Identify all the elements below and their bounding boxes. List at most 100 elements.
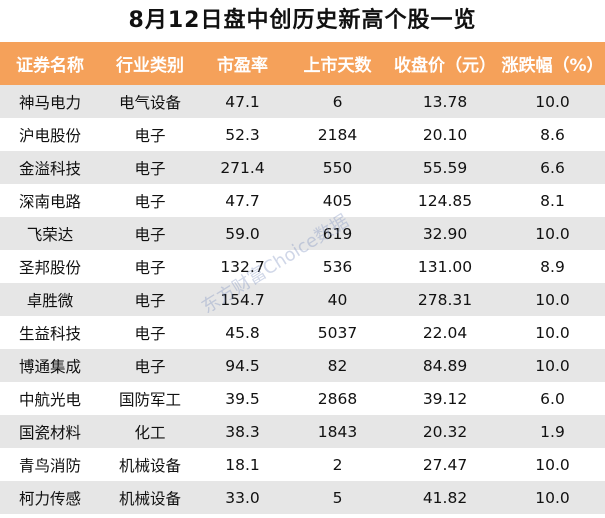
cell-close: 41.82 — [422, 488, 468, 507]
table-row: 卓胜微 电子 154.7 40 278.31 10.0 — [0, 283, 605, 316]
cell-change: 10.0 — [535, 455, 570, 474]
table-row: 沪电股份 电子 52.3 2184 20.10 8.6 — [0, 118, 605, 151]
cell-pe: 47.1 — [225, 92, 260, 111]
cell-days: 5037 — [317, 323, 358, 342]
cell-close: 278.31 — [417, 290, 473, 309]
cell-days: 619 — [322, 224, 353, 243]
table-body: 神马电力 电气设备 47.1 6 13.78 10.0 沪电股份 电子 52.3 2184 20.1… — [0, 85, 605, 514]
table-header-row: 证券名称 行业类别 市盈率 上市天数 收盘价（元） 涨跌幅（%） — [0, 42, 605, 85]
header-close: 收盘价（元） — [394, 56, 496, 76]
cell-name: 神马电力 — [18, 93, 81, 112]
table-row: 中航光电 国防军工 39.5 2868 39.12 6.0 — [0, 382, 605, 415]
cell-close: 39.12 — [422, 389, 468, 408]
cell-change: 10.0 — [535, 224, 570, 243]
header-change: 涨跌幅（%） — [501, 56, 604, 76]
header-days: 上市天数 — [303, 56, 372, 76]
header-name: 证券名称 — [16, 56, 84, 76]
cell-close: 131.00 — [417, 257, 473, 276]
cell-industry: 电子 — [134, 159, 166, 178]
cell-name: 青鸟消防 — [18, 456, 81, 475]
cell-industry: 化工 — [134, 423, 166, 442]
cell-close: 22.04 — [422, 323, 468, 342]
cell-change: 10.0 — [535, 92, 570, 111]
table-row: 柯力传感 机械设备 33.0 5 41.82 10.0 — [0, 481, 605, 514]
cell-name: 国瓷材料 — [18, 423, 81, 442]
cell-pe: 45.8 — [225, 323, 260, 342]
cell-pe: 52.3 — [225, 125, 260, 144]
table-row: 金溢科技 电子 271.4 550 55.59 6.6 — [0, 151, 605, 184]
cell-change: 8.1 — [540, 191, 565, 210]
table-row: 博通集成 电子 94.5 82 84.89 10.0 — [0, 349, 605, 382]
cell-pe: 59.0 — [225, 224, 260, 243]
cell-days: 1843 — [317, 422, 358, 441]
cell-change: 10.0 — [535, 323, 570, 342]
cell-industry: 电子 — [134, 258, 166, 277]
table-row: 深南电路 电子 47.7 405 124.85 8.1 — [0, 184, 605, 217]
cell-name: 生益科技 — [18, 324, 81, 343]
cell-industry: 国防军工 — [118, 390, 181, 409]
cell-name: 博通集成 — [18, 357, 81, 376]
cell-name: 沪电股份 — [18, 126, 81, 145]
cell-industry: 电气设备 — [118, 93, 181, 112]
cell-change: 8.6 — [540, 125, 565, 144]
cell-change: 8.9 — [540, 257, 565, 276]
cell-days: 40 — [327, 290, 348, 309]
cell-days: 6 — [332, 92, 343, 111]
cell-pe: 33.0 — [225, 488, 260, 507]
header-industry: 行业类别 — [116, 56, 184, 76]
cell-name: 卓胜微 — [26, 291, 74, 310]
cell-days: 536 — [322, 257, 353, 276]
cell-pe: 18.1 — [225, 455, 260, 474]
cell-pe: 47.7 — [225, 191, 260, 210]
page-title: 8月12日盘中创历史新高个股一览 — [128, 8, 477, 33]
cell-pe: 39.5 — [225, 389, 260, 408]
cell-name: 圣邦股份 — [18, 258, 81, 277]
cell-close: 13.78 — [422, 92, 468, 111]
cell-days: 2184 — [317, 125, 358, 144]
table-row: 国瓷材料 化工 38.3 1843 20.32 1.9 — [0, 415, 605, 448]
cell-change: 10.0 — [535, 356, 570, 375]
cell-name: 金溢科技 — [18, 159, 81, 178]
cell-change: 10.0 — [535, 290, 570, 309]
stock-table: 证券名称 行业类别 市盈率 上市天数 收盘价（元） 涨跌幅（%） 神马电力 电气设… — [0, 42, 605, 514]
cell-days: 2 — [332, 455, 343, 474]
cell-industry: 机械设备 — [118, 489, 181, 508]
cell-close: 20.32 — [422, 422, 468, 441]
cell-name: 柯力传感 — [18, 489, 81, 508]
cell-pe: 154.7 — [220, 290, 265, 309]
cell-name: 飞荣达 — [26, 225, 74, 244]
cell-close: 32.90 — [422, 224, 468, 243]
table-row: 神马电力 电气设备 47.1 6 13.78 10.0 — [0, 85, 605, 118]
cell-pe: 38.3 — [225, 422, 260, 441]
table-row: 青鸟消防 机械设备 18.1 2 27.47 10.0 — [0, 448, 605, 481]
cell-close: 27.47 — [422, 455, 468, 474]
table-row: 生益科技 电子 45.8 5037 22.04 10.0 — [0, 316, 605, 349]
table-row: 圣邦股份 电子 132.7 536 131.00 8.9 — [0, 250, 605, 283]
cell-days: 5 — [332, 488, 343, 507]
cell-industry: 电子 — [134, 192, 166, 211]
cell-change: 6.0 — [540, 389, 565, 408]
cell-days: 82 — [327, 356, 348, 375]
cell-close: 124.85 — [417, 191, 473, 210]
cell-industry: 电子 — [134, 126, 166, 145]
table-row: 飞荣达 电子 59.0 619 32.90 10.0 — [0, 217, 605, 250]
cell-close: 20.10 — [422, 125, 468, 144]
cell-industry: 机械设备 — [118, 456, 181, 475]
cell-change: 1.9 — [540, 422, 565, 441]
cell-name: 深南电路 — [18, 192, 81, 211]
cell-close: 55.59 — [422, 158, 468, 177]
cell-change: 6.6 — [540, 158, 565, 177]
cell-days: 405 — [322, 191, 353, 210]
cell-pe: 271.4 — [220, 158, 265, 177]
cell-industry: 电子 — [134, 225, 166, 244]
cell-days: 2868 — [317, 389, 358, 408]
cell-industry: 电子 — [134, 357, 166, 376]
cell-change: 10.0 — [535, 488, 570, 507]
cell-industry: 电子 — [134, 324, 166, 343]
cell-industry: 电子 — [134, 291, 166, 310]
cell-pe: 94.5 — [225, 356, 260, 375]
header-pe: 市盈率 — [217, 56, 268, 76]
cell-close: 84.89 — [422, 356, 468, 375]
cell-days: 550 — [322, 158, 353, 177]
cell-name: 中航光电 — [18, 390, 81, 409]
